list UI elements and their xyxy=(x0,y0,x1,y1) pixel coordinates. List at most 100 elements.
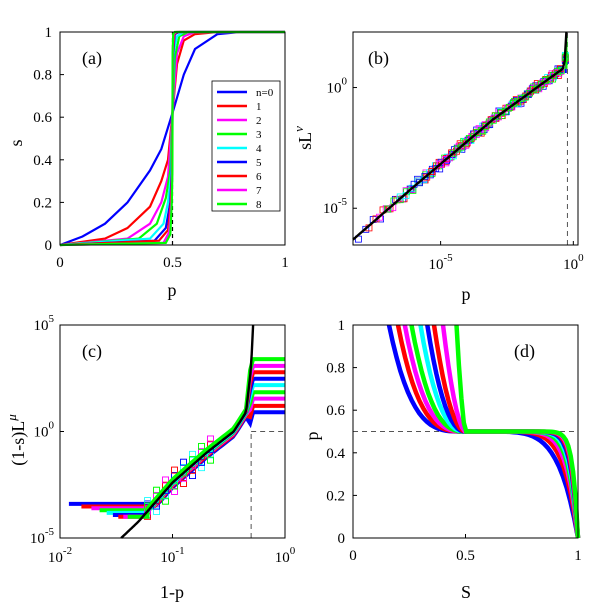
panel-c-marker xyxy=(171,466,178,474)
panel-c-xtick-label: 10-2 xyxy=(48,545,72,566)
panel-c-curve xyxy=(68,410,285,506)
panel-d-ytick-label: 0.2 xyxy=(326,488,345,504)
panel-c-marker xyxy=(180,458,187,466)
panel-a-xtick-label: 1 xyxy=(281,255,289,271)
panel-c-marker xyxy=(189,466,196,474)
panel-b-marker xyxy=(416,179,423,187)
panel-b-ylabel-main: sL xyxy=(295,132,315,150)
panel-b-marker xyxy=(469,133,477,141)
panel-c-xtick-label: 100 xyxy=(275,545,296,566)
panel-b-marker xyxy=(372,215,380,223)
panel-b-xlabel: p xyxy=(462,284,471,304)
panel-b-marker xyxy=(449,149,457,157)
panel-c-marker xyxy=(207,456,214,464)
panel-b-marker xyxy=(513,98,521,106)
legend-label-n6: 6 xyxy=(256,171,262,183)
svg-text:(1-s)Lμ: (1-s)Lμ xyxy=(4,414,29,466)
panel-c-marker xyxy=(189,450,196,458)
panel-c-marker xyxy=(153,502,160,510)
panel-c-marker xyxy=(180,469,187,477)
panel-c-plot-area xyxy=(68,324,285,539)
panel-c-curve xyxy=(123,363,285,519)
panel-d-ytick-label: 1 xyxy=(338,318,346,334)
panel-c-marker xyxy=(171,488,178,495)
panel-c-ylabel-main: (1-s)L xyxy=(8,421,29,466)
panel-c-ytick-label: 100 xyxy=(34,420,55,441)
panel-b-marker xyxy=(481,122,489,130)
panel-d-xtick-label: 0 xyxy=(349,548,357,564)
panel-b-marker xyxy=(421,173,429,180)
panel-c-marker xyxy=(162,476,169,484)
panel-c-marker xyxy=(162,497,169,505)
panel-c-ticks: 10-2 10-1 100 10-5 100 105 xyxy=(30,313,296,566)
panel-c-fit-line xyxy=(120,324,255,539)
panel-a-ytick-label: 1 xyxy=(45,25,53,41)
panel-d-label: (d) xyxy=(514,341,535,362)
panel-b-marker xyxy=(557,66,565,74)
panel-c-xlabel: 1-p xyxy=(160,582,184,602)
legend-label-n8: 8 xyxy=(256,199,262,211)
panel-c-label: (c) xyxy=(82,341,102,362)
panel-c-marker xyxy=(207,435,214,443)
panel-a: 0 0.2 0.4 0.6 0.8 1 0 0.5 1 (a) p s n=0 1 2 3 4 5 6 7 8 xyxy=(6,25,289,300)
panel-b-ytick-label: 10-5 xyxy=(323,196,348,217)
panel-c-marker xyxy=(198,464,205,472)
panel-b-label: (b) xyxy=(368,48,389,69)
panel-a-legend: n=0 1 2 3 4 5 6 7 8 xyxy=(211,80,281,212)
legend-label-n2: 2 xyxy=(256,115,262,127)
panel-d-ytick-label: 0 xyxy=(338,531,346,547)
panel-a-label: (a) xyxy=(82,48,102,69)
panel-c-curve xyxy=(81,403,285,509)
panel-a-xlabel: p xyxy=(168,280,177,300)
panel-b: 10-5 100 10-5 100 (b) p sLν xyxy=(291,31,584,304)
panel-b-marker xyxy=(441,156,449,163)
panel-b-marker xyxy=(537,80,545,88)
panel-d-series-n8 xyxy=(454,324,581,539)
panel-b-marker xyxy=(505,103,513,111)
legend-label-n4: 4 xyxy=(256,143,262,155)
panel-d-xtick-label: 0.5 xyxy=(456,548,475,564)
panel-b-fit-line xyxy=(352,31,568,241)
panel-d-ytick-label: 0.4 xyxy=(326,446,345,462)
panel-c-marker xyxy=(207,451,214,459)
panel-c-marker xyxy=(189,456,196,464)
panel-b-marker xyxy=(376,213,383,221)
panel-c-series-n6 xyxy=(118,370,285,520)
panel-a-ytick-label: 0 xyxy=(45,238,53,254)
panel-c-series-n7 xyxy=(123,363,285,519)
panel-b-marker xyxy=(461,139,469,147)
legend-label-n7: 7 xyxy=(256,185,262,197)
panel-c-marker xyxy=(153,486,160,494)
panel-c-ytick-label: 105 xyxy=(34,313,55,334)
legend-label-n3: 3 xyxy=(256,129,262,141)
legend-label-n5: 5 xyxy=(256,157,262,169)
panel-b-frame xyxy=(352,31,579,246)
panel-c-ylabel-sup: μ xyxy=(4,414,19,422)
panel-c-curve xyxy=(91,396,285,511)
panel-b-marker xyxy=(428,168,436,175)
svg-text:sLν: sLν xyxy=(291,126,315,150)
panel-d-ylabel: p xyxy=(302,432,322,441)
panel-b-marker xyxy=(437,161,445,168)
panel-b-ytick-label: 100 xyxy=(327,76,348,97)
panel-a-xtick-label: 0.5 xyxy=(163,255,182,271)
panel-c-marker xyxy=(198,442,205,450)
panel-a-ytick-label: 0.2 xyxy=(33,195,52,211)
panel-b-plot-area xyxy=(352,31,569,245)
panel-a-ticks: 0 0.2 0.4 0.6 0.8 1 0 0.5 1 xyxy=(33,25,289,271)
panel-c-series-n0 xyxy=(68,410,285,508)
panel-b-marker xyxy=(408,184,416,192)
panel-c-marker xyxy=(171,482,178,490)
panel-c-marker xyxy=(153,508,160,515)
panel-d-xtick-label: 1 xyxy=(574,548,582,564)
panel-d-plot-area xyxy=(353,324,581,539)
panel-b-ticks: 10-5 100 10-5 100 xyxy=(323,76,584,273)
panel-b-marker xyxy=(549,71,557,79)
panel-b-marker xyxy=(517,94,525,102)
panel-b-ylabel: sLν xyxy=(291,126,315,150)
panel-b-xtick-label: 10-5 xyxy=(429,252,454,273)
panel-c-ylabel: (1-s)Lμ xyxy=(4,414,29,466)
legend-box xyxy=(211,80,281,212)
panel-d-ytick-label: 0.8 xyxy=(326,361,345,377)
